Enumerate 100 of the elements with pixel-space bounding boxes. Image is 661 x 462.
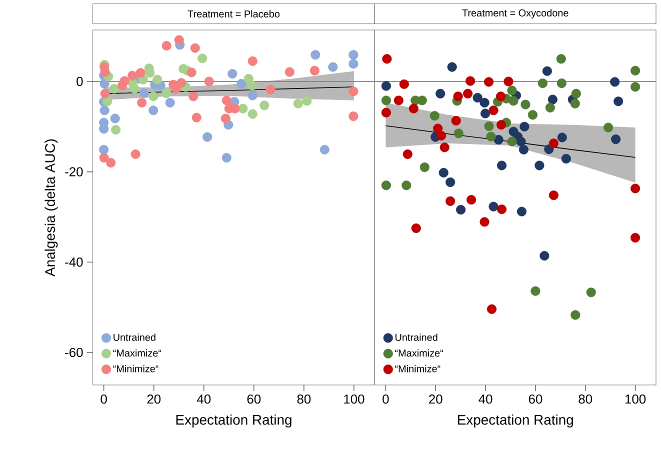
point <box>630 184 640 194</box>
point <box>110 114 120 124</box>
point <box>408 104 418 114</box>
x-axis-title: Expectation Rating <box>176 414 292 428</box>
point <box>528 110 538 120</box>
point <box>484 77 494 87</box>
point <box>236 78 246 89</box>
point <box>100 67 110 77</box>
point <box>430 110 440 121</box>
point <box>504 76 514 86</box>
point <box>548 94 558 104</box>
point <box>248 56 258 66</box>
x-tick-label: 80 <box>578 394 592 404</box>
y-tick-label: 0 <box>76 76 83 86</box>
x-tick-label: 20 <box>429 394 442 404</box>
chart-title: Treatment = Placebo <box>188 10 280 18</box>
legend-label: “Minimize“ <box>395 364 440 372</box>
point <box>247 80 257 90</box>
point <box>248 90 258 100</box>
point <box>630 82 640 92</box>
point <box>508 96 518 106</box>
legend-label: Untrained <box>395 334 438 341</box>
point <box>534 160 544 170</box>
point <box>162 88 172 98</box>
x-tick-label: 20 <box>147 394 161 404</box>
point <box>453 92 463 102</box>
point <box>100 88 110 98</box>
point <box>198 54 208 64</box>
point <box>152 74 162 84</box>
point <box>586 288 596 298</box>
point <box>557 132 567 142</box>
point <box>222 96 232 106</box>
point <box>248 109 258 119</box>
point <box>222 152 232 163</box>
point <box>238 104 248 114</box>
point <box>202 132 212 142</box>
point <box>540 251 550 261</box>
point <box>438 168 448 178</box>
point <box>128 70 138 80</box>
x-tick-label: 60 <box>247 394 261 404</box>
point <box>102 96 112 106</box>
point <box>488 202 498 212</box>
point <box>436 130 446 140</box>
chart-title: Treatment = Oxycodone <box>462 9 568 18</box>
point <box>293 98 303 108</box>
point <box>399 79 409 89</box>
point <box>145 68 155 78</box>
point <box>472 92 482 103</box>
point <box>176 78 186 88</box>
point <box>520 100 530 110</box>
legend-label: “Minimize“ <box>113 364 158 372</box>
point <box>548 138 558 148</box>
point <box>520 122 530 132</box>
point <box>463 88 473 98</box>
point <box>446 177 456 187</box>
point <box>139 88 149 98</box>
point <box>518 144 529 154</box>
point <box>130 84 140 94</box>
point <box>109 84 119 94</box>
point <box>480 108 490 118</box>
y-tick-label: -40 <box>65 258 83 267</box>
point <box>220 114 230 124</box>
x-tick-label: 0 <box>100 394 107 404</box>
point <box>165 98 175 108</box>
point <box>111 125 121 135</box>
point <box>420 162 430 172</box>
point <box>436 88 446 98</box>
point <box>496 160 507 170</box>
point <box>328 62 338 72</box>
point <box>348 111 358 122</box>
point <box>466 76 476 86</box>
point <box>451 116 461 126</box>
point <box>148 92 158 102</box>
y-axis-title: Analgesia (delta AUC) <box>44 139 58 276</box>
point <box>486 304 497 314</box>
point <box>402 149 412 159</box>
point <box>120 76 130 86</box>
point <box>507 86 517 96</box>
point <box>381 81 391 91</box>
point <box>570 310 580 320</box>
point <box>570 98 580 108</box>
point <box>266 84 276 94</box>
point <box>148 106 158 116</box>
point <box>486 132 496 142</box>
point <box>496 120 506 130</box>
point <box>496 204 507 214</box>
point <box>556 54 566 64</box>
point <box>417 96 427 106</box>
point <box>228 68 238 79</box>
x-tick-label: 40 <box>196 394 211 404</box>
point <box>106 158 116 168</box>
point <box>530 286 540 296</box>
point <box>348 59 358 69</box>
point <box>348 50 358 60</box>
x-tick-label: 80 <box>297 394 311 404</box>
point <box>488 106 498 116</box>
point <box>136 68 146 78</box>
point <box>348 86 358 96</box>
x-axis-title: Expectation Rating <box>458 414 573 428</box>
point <box>284 67 294 77</box>
